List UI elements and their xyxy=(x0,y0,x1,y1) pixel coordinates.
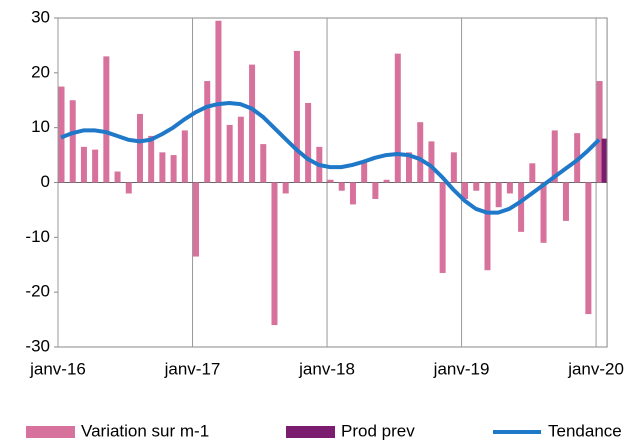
bar xyxy=(450,152,457,183)
bar xyxy=(125,182,132,194)
bar xyxy=(518,182,525,232)
bar xyxy=(361,160,368,183)
bar xyxy=(562,182,569,221)
bar xyxy=(293,50,300,183)
bar xyxy=(585,182,592,315)
bar xyxy=(601,138,607,183)
bar xyxy=(58,86,65,183)
bar xyxy=(170,155,177,183)
x-tick-label: janv-20 xyxy=(567,359,624,378)
bar xyxy=(260,144,267,183)
y-tick-label: 10 xyxy=(31,117,50,136)
bar xyxy=(428,141,435,183)
bar xyxy=(484,182,491,271)
bar xyxy=(540,182,547,243)
bar xyxy=(80,146,87,183)
legend-label: Variation sur m-1 xyxy=(81,421,209,440)
legend-label: Tendance xyxy=(548,421,622,440)
trend-line xyxy=(60,100,601,215)
y-tick-label: 0 xyxy=(41,172,50,191)
bar xyxy=(215,20,222,183)
bar xyxy=(305,102,312,183)
bar xyxy=(551,130,558,183)
bar xyxy=(462,182,469,199)
bar xyxy=(237,116,244,183)
y-tick-label: -30 xyxy=(25,336,50,355)
bar xyxy=(148,135,155,183)
y-tick-label: -10 xyxy=(25,227,50,246)
bar xyxy=(204,81,211,183)
y-tick-label: 30 xyxy=(31,7,50,26)
bar xyxy=(271,182,278,326)
bar xyxy=(92,149,99,183)
x-tick-label: janv-18 xyxy=(298,359,355,378)
bar xyxy=(529,163,536,183)
legend-swatch xyxy=(26,426,75,438)
bar xyxy=(249,64,256,183)
bar xyxy=(417,122,424,183)
bar xyxy=(338,182,345,191)
bar xyxy=(226,124,233,183)
y-tick-label: -20 xyxy=(25,282,50,301)
legend-swatch xyxy=(286,426,335,438)
bar xyxy=(327,179,334,183)
bar xyxy=(439,182,446,273)
bar xyxy=(159,152,166,183)
bar xyxy=(181,130,188,183)
bar xyxy=(136,113,143,183)
bar xyxy=(506,182,513,194)
bar xyxy=(394,53,401,183)
legend-label: Prod prev xyxy=(341,421,415,440)
bar xyxy=(114,171,121,183)
x-tick-label: janv-19 xyxy=(433,359,490,378)
x-tick-label: janv-17 xyxy=(164,359,221,378)
bar xyxy=(282,182,289,194)
bar xyxy=(103,56,110,183)
bar xyxy=(193,182,200,257)
bar xyxy=(383,179,390,183)
bar xyxy=(495,182,502,208)
y-tick-label: 20 xyxy=(31,62,50,81)
bar xyxy=(349,182,356,205)
bar xyxy=(473,182,480,191)
x-tick-label: janv-16 xyxy=(29,359,86,378)
bar xyxy=(372,182,379,199)
bar xyxy=(69,100,76,183)
bar xyxy=(596,81,603,183)
bar xyxy=(406,152,413,183)
